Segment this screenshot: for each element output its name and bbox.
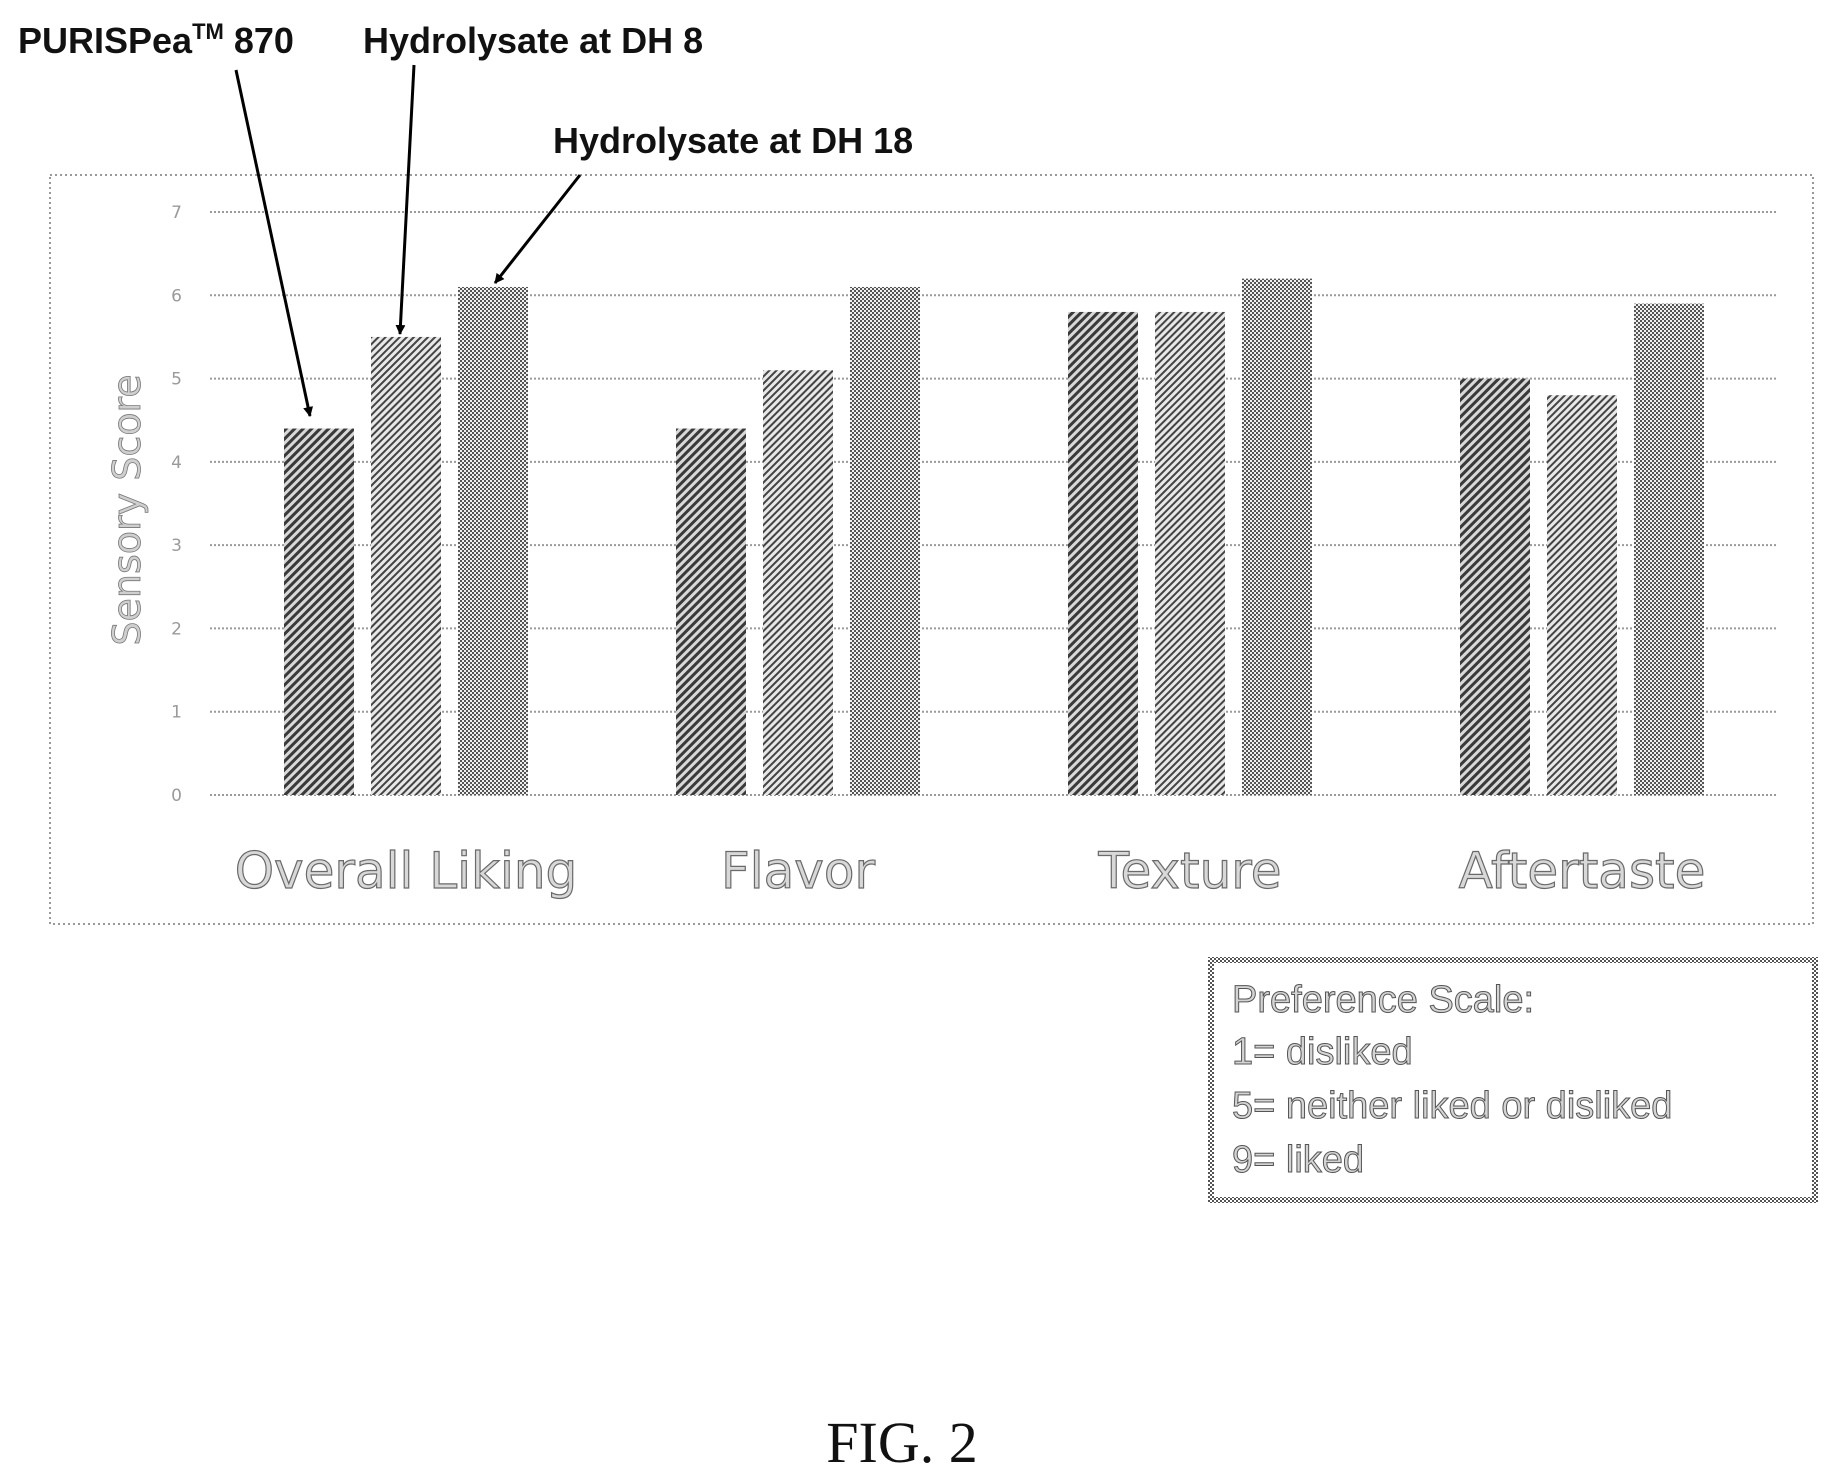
y-axis-label: Sensory Score [105, 374, 149, 645]
x-axis-category-labels: Overall Liking Flavor Texture Aftertaste [234, 841, 1706, 900]
y-tick-label: 6 [171, 286, 182, 306]
bar [676, 428, 746, 795]
bar [284, 428, 354, 795]
arrow-purispea [234, 69, 314, 417]
bar [763, 370, 833, 795]
bar [850, 286, 920, 795]
x-category-label: Overall Liking [235, 842, 578, 900]
bar [1155, 311, 1225, 795]
x-category-label: Flavor [721, 842, 875, 900]
bar [1242, 278, 1312, 796]
preference-scale-line-1: 1= disliked [1232, 1031, 1413, 1073]
y-tick-label: 3 [171, 536, 182, 556]
bar [371, 336, 441, 795]
y-tick-label: 4 [171, 453, 182, 473]
x-category-label: Texture [1097, 842, 1281, 900]
y-tick-label: 7 [171, 203, 182, 223]
gridlines [210, 211, 1778, 796]
y-axis-ticks: 0 1 2 3 4 5 6 7 [171, 203, 182, 806]
bar [1547, 395, 1617, 795]
chart-frame [49, 174, 1814, 925]
preference-scale-box [1208, 957, 1818, 1203]
preference-scale-line-5: 5= neither liked or disliked [1232, 1085, 1672, 1127]
preference-scale-line-9: 9= liked [1232, 1139, 1364, 1181]
y-tick-label: 1 [171, 703, 182, 723]
y-tick-label: 0 [171, 786, 182, 806]
bar [458, 286, 528, 795]
arrow-dh8 [395, 64, 416, 335]
x-category-label: Aftertaste [1459, 842, 1706, 900]
y-tick-label: 2 [171, 619, 182, 639]
y-tick-label: 5 [171, 370, 182, 390]
bar [1068, 311, 1138, 795]
callout-purispea: PURISPeaTM 870 [18, 19, 294, 61]
figure-caption: FIG. 2 [826, 1410, 977, 1474]
arrow-dh18 [493, 174, 582, 284]
bar [1460, 378, 1530, 795]
callout-dh18: Hydrolysate at DH 18 [553, 120, 913, 161]
bars [284, 278, 1704, 796]
preference-scale-title: Preference Scale: [1232, 979, 1534, 1021]
callout-dh8: Hydrolysate at DH 8 [363, 20, 703, 61]
bar [1634, 303, 1704, 795]
